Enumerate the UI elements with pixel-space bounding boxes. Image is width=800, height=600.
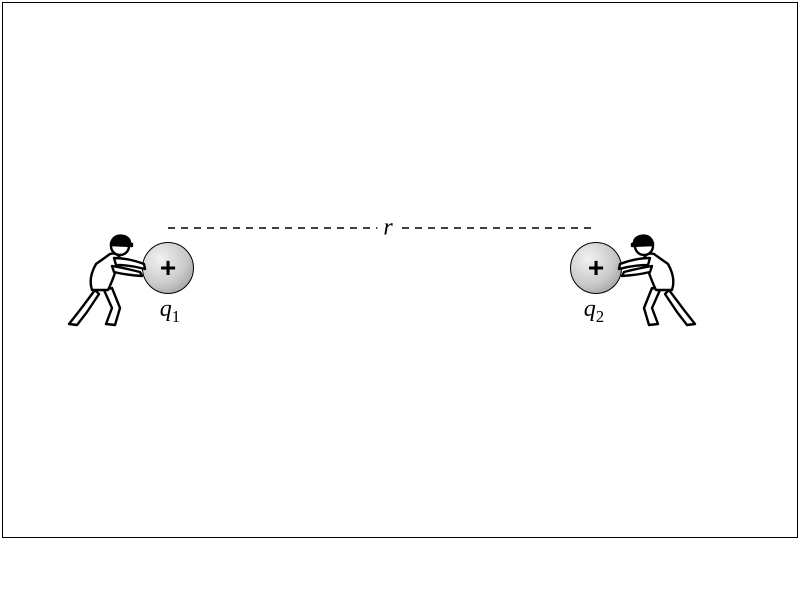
charge-label-q1: q1 [160,296,180,327]
person-right [614,228,702,328]
person-left [62,228,150,328]
charge-label-q2: q2 [584,296,604,327]
charge-sign-q1: + [160,254,176,282]
charge-sign-q2: + [588,254,604,282]
diagram-stage: r + q1 + q2 [0,0,800,600]
distance-label: r [377,215,398,242]
